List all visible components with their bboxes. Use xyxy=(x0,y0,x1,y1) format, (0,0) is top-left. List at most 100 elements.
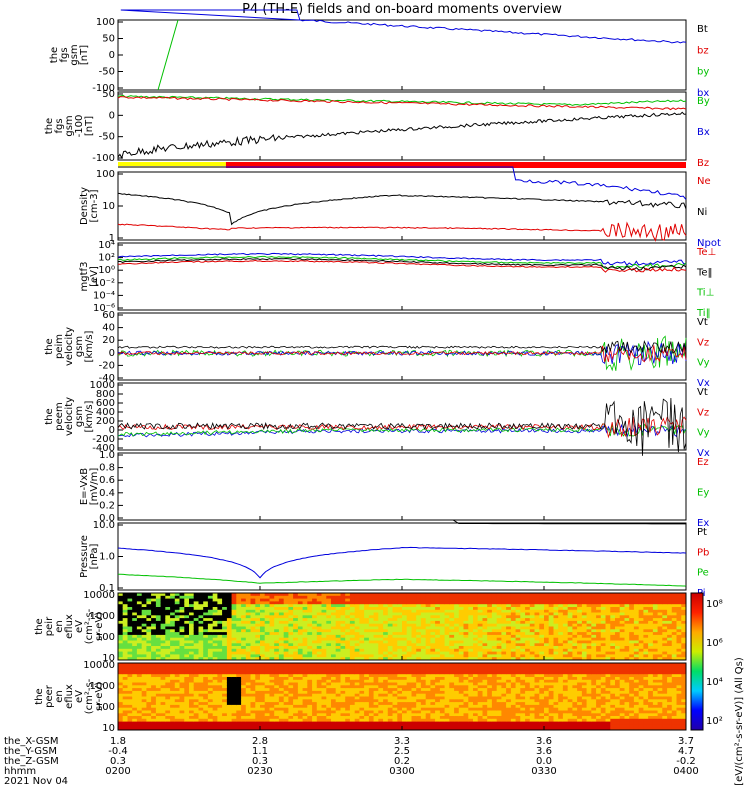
spectro-cell xyxy=(420,724,427,728)
spectro-cell xyxy=(151,640,157,644)
spectro-cell xyxy=(255,718,261,723)
spectro-cell xyxy=(477,623,483,627)
spectro-cell xyxy=(558,595,564,600)
spectro-cell xyxy=(392,710,398,714)
y-axis-label: [km/s] xyxy=(84,400,95,432)
series-temp-0 xyxy=(117,252,687,266)
spectro-cell xyxy=(435,704,441,709)
spectro-cell xyxy=(321,696,327,700)
spectro-cell xyxy=(288,609,294,614)
spectro-cell xyxy=(141,718,147,723)
spectro-cell xyxy=(297,677,304,681)
legend-Te⊥: Te⊥ xyxy=(696,247,716,258)
spectro-cell xyxy=(331,648,337,653)
spectro-cell xyxy=(496,637,502,641)
spectro-cell xyxy=(345,696,351,700)
spectro-cell xyxy=(473,710,479,714)
spectro-cell xyxy=(245,607,251,611)
spectro-cell xyxy=(174,724,180,728)
spectro-cell xyxy=(293,626,299,630)
spectro-cell xyxy=(170,623,176,627)
spectro-cell xyxy=(605,609,611,614)
y-tick-label: -50 xyxy=(99,132,115,143)
spectro-cell xyxy=(477,671,483,675)
spectro-cell xyxy=(406,637,412,641)
spectro-cell xyxy=(458,702,464,706)
spectro-cell xyxy=(193,620,199,625)
spectro-cell xyxy=(667,601,673,605)
spectro-cell xyxy=(600,601,606,605)
spectro-cell xyxy=(274,601,280,605)
spectro-cell xyxy=(326,685,332,689)
spectro-cell xyxy=(278,643,285,647)
spectro-cell xyxy=(364,699,370,703)
spectro-cell xyxy=(667,651,673,655)
spectro-cell xyxy=(619,657,625,661)
spectro-cell xyxy=(269,609,275,614)
spectro-cell xyxy=(491,716,498,720)
spectro-cell xyxy=(652,634,659,639)
spectro-cell xyxy=(203,629,209,633)
spectro-cell xyxy=(425,626,431,630)
spectro-cell xyxy=(278,679,285,684)
spectro-cell xyxy=(482,665,488,670)
spectro-cell xyxy=(269,646,275,650)
spectro-cell xyxy=(264,598,270,602)
spectro-cell xyxy=(482,626,488,630)
spectro-cell xyxy=(293,604,299,608)
spectro-cell xyxy=(449,718,455,723)
spectro-cell xyxy=(491,696,498,700)
spectro-cell xyxy=(671,604,677,608)
spectro-cell xyxy=(307,634,313,639)
spectro-cell xyxy=(165,648,171,653)
spectro-cell xyxy=(132,716,138,720)
spectro-cell xyxy=(241,634,247,639)
spectro-cell xyxy=(463,693,469,697)
spectro-cell xyxy=(146,654,152,658)
spectro-cell xyxy=(170,632,176,636)
spectro-cell xyxy=(444,632,450,636)
spectro-cell xyxy=(359,609,365,614)
spectro-cell xyxy=(544,618,550,622)
spectro-cell xyxy=(364,696,370,700)
spectro-cell xyxy=(245,618,251,622)
spectro-cell xyxy=(345,690,351,695)
spectro-cell xyxy=(179,671,185,675)
spectro-cell xyxy=(345,693,351,697)
spectro-cell xyxy=(222,607,228,611)
spectro-cell xyxy=(463,721,469,725)
spectro-cell xyxy=(586,615,592,619)
spectro-cell xyxy=(222,595,228,600)
spectro-cell xyxy=(378,607,384,611)
spectro-cell xyxy=(122,601,128,605)
spectro-cell xyxy=(203,710,209,714)
spectro-cell xyxy=(430,713,436,717)
spectro-cell xyxy=(198,629,204,633)
spectro-cell xyxy=(283,713,289,717)
spectro-cell xyxy=(260,612,266,616)
spectro-cell xyxy=(217,718,223,723)
legend-Vt: Vt xyxy=(697,317,708,328)
spectro-cell xyxy=(212,646,218,650)
spectro-cell xyxy=(250,677,256,681)
spectro-cell xyxy=(226,651,233,655)
spectro-cell xyxy=(255,710,261,714)
spectro-cell xyxy=(496,646,502,650)
spectro-cell xyxy=(529,648,535,653)
spectro-cell xyxy=(255,682,261,686)
spectro-cell xyxy=(345,607,351,611)
y-axis-label: the xyxy=(44,408,55,424)
spectro-cell xyxy=(283,620,289,625)
spectro-cell xyxy=(132,671,138,675)
spectro-cell xyxy=(151,702,157,706)
spectro-cell xyxy=(501,601,507,605)
series-peem-vz xyxy=(117,416,687,439)
spectro-cell xyxy=(122,702,128,706)
spectro-cell xyxy=(340,620,346,625)
spectro-cell xyxy=(383,699,389,703)
spectro-cell xyxy=(236,637,242,641)
spectro-cell xyxy=(151,671,157,675)
spectro-cell xyxy=(184,704,190,709)
spectro-cell xyxy=(510,637,517,641)
